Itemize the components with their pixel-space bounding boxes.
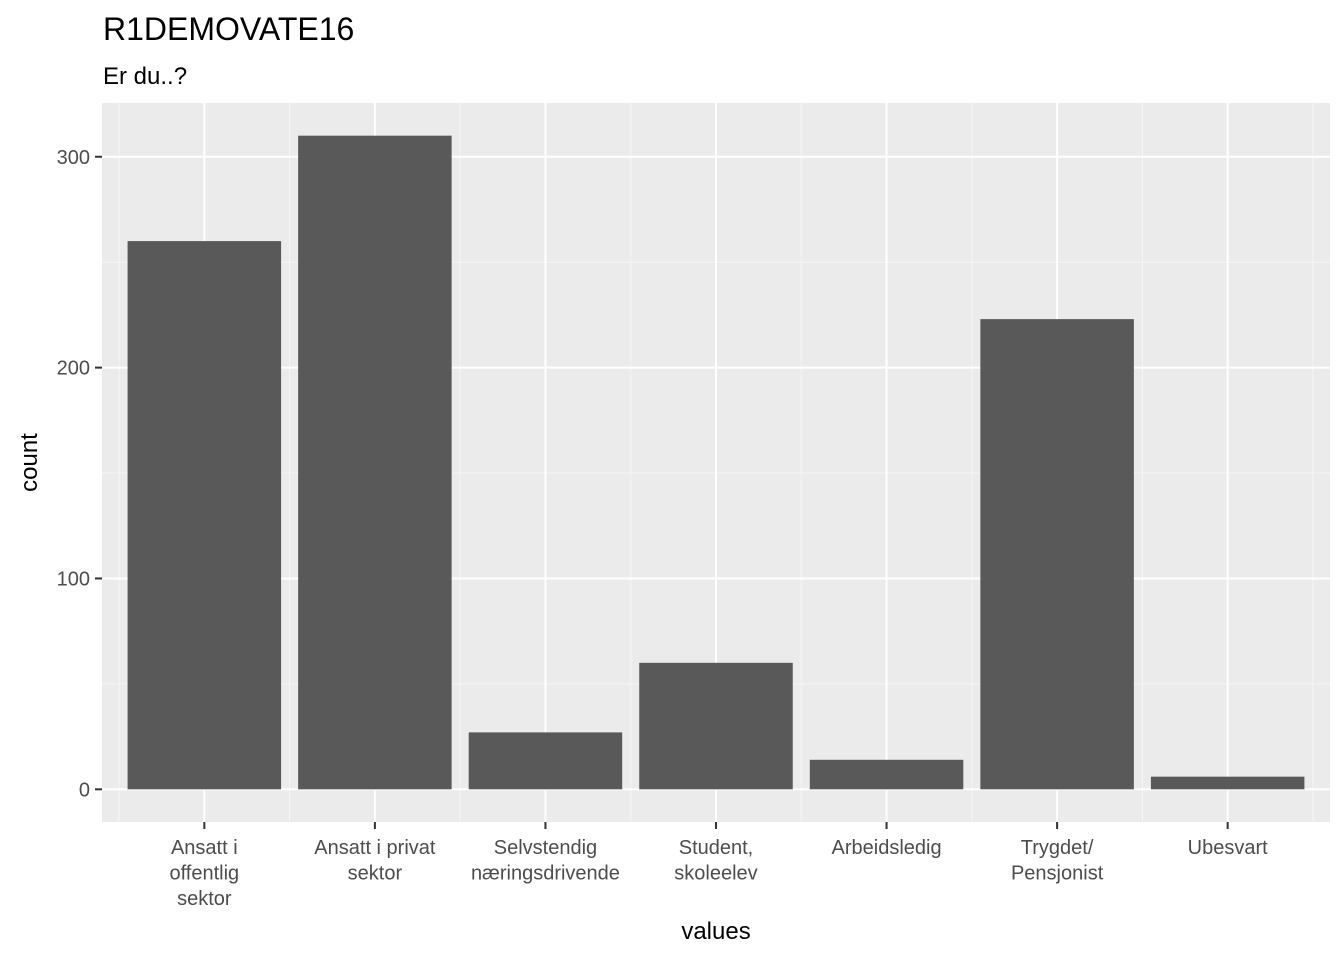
bar	[1150, 776, 1305, 790]
x-tick-label: Trygdet/Pensjonist	[1011, 837, 1104, 885]
bar	[468, 732, 623, 790]
x-tick-label: Ansatt i offentlig sektor	[169, 837, 239, 910]
y-tick-label: 100	[57, 568, 90, 590]
x-tick-label: Arbeidsledig	[832, 837, 942, 859]
chart-subtitle: Er du..?	[103, 63, 187, 90]
y-axis-title: count	[16, 433, 43, 492]
x-axis-title: values	[681, 918, 750, 945]
y-tick-label: 300	[57, 147, 90, 169]
bar	[298, 135, 452, 790]
x-tick-label: Selvstendig næringsdrivende	[471, 837, 620, 885]
bar	[809, 759, 964, 790]
bar	[127, 241, 282, 790]
y-tick-label: 0	[79, 779, 90, 801]
chart-title: R1DEMOVATE16	[103, 11, 354, 47]
y-tick-label: 200	[57, 358, 90, 380]
x-tick-label: Student, skoleelev	[674, 837, 757, 885]
x-tick-label: Ansatt i privat sektor	[314, 837, 436, 885]
bar	[639, 662, 793, 790]
x-axis: Ansatt i offentlig sektor Ansatt i privat se…	[169, 822, 1268, 910]
bar	[980, 319, 1134, 790]
y-axis: 0 100 200 300	[57, 147, 102, 801]
bars	[127, 135, 1305, 790]
x-tick-label: Ubesvart	[1188, 837, 1268, 859]
